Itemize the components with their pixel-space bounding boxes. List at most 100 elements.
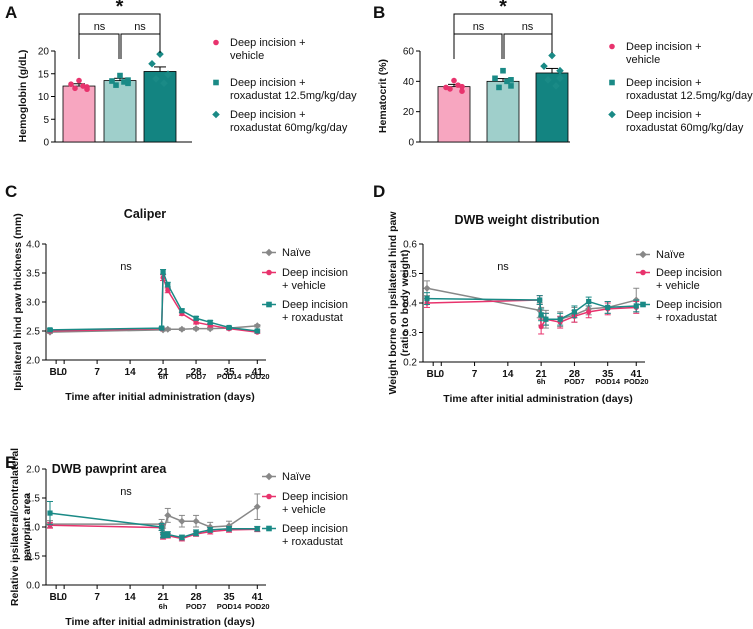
data-point xyxy=(47,327,53,333)
legend-label: Deep incision xyxy=(282,267,348,279)
data-point xyxy=(193,319,199,325)
legend-label: Deep incision + xyxy=(626,41,702,53)
data-point xyxy=(538,312,544,318)
y-tick-label: 1.0 xyxy=(26,523,40,534)
x-subtick-label: 6h xyxy=(159,602,168,611)
y-tick-label: 1.5 xyxy=(26,494,40,505)
data-point xyxy=(159,325,165,331)
data-point xyxy=(459,88,465,94)
data-point xyxy=(47,510,53,516)
data-point xyxy=(451,77,457,84)
y-tick-label: 10 xyxy=(38,92,50,103)
data-point xyxy=(156,50,164,58)
legend-label: Deep incision + xyxy=(626,109,702,121)
data-point xyxy=(164,511,172,519)
data-point xyxy=(254,328,260,334)
data-point xyxy=(164,325,172,333)
x-tick-label: 28 xyxy=(190,367,202,378)
x-tick-label: 41 xyxy=(631,369,643,380)
data-point xyxy=(556,74,564,83)
sig-bracket-left xyxy=(78,33,120,59)
data-point xyxy=(605,304,611,311)
data-point xyxy=(152,74,160,83)
x-subtick-label: 6h xyxy=(537,377,546,386)
y-tick-label: 60 xyxy=(403,47,415,58)
x-tick-label: 21 xyxy=(158,592,170,603)
y-tick-label: 20 xyxy=(38,47,50,58)
x-tick-label: BL xyxy=(49,592,62,603)
legend-marker xyxy=(608,110,616,119)
data-point xyxy=(492,75,498,82)
legend-marker xyxy=(213,79,219,86)
data-point xyxy=(160,532,166,538)
data-point xyxy=(556,66,564,75)
series-line xyxy=(49,277,258,333)
data-point xyxy=(557,316,563,322)
sig-bracket-left xyxy=(453,33,503,59)
chart-A: A 0 5 10 15 20 Hemoglobin (g/dL) * ns ns Deep inci… xyxy=(5,0,357,149)
x-tick-label: 0 xyxy=(61,367,67,378)
chart-B: B 0 20 40 60 Hematocrit (%) * ns ns Deep incision… xyxy=(373,0,753,149)
data-point xyxy=(543,316,549,322)
data-point xyxy=(179,308,185,314)
legend-label: vehicle xyxy=(626,54,660,66)
y-tick-label: 2.5 xyxy=(26,327,40,338)
data-point xyxy=(109,78,115,84)
data-point xyxy=(544,76,552,84)
legend-marker xyxy=(609,43,615,50)
data-point xyxy=(164,70,172,79)
y-axis-title: pawprint area xyxy=(21,493,33,561)
data-point xyxy=(72,85,78,92)
x-tick-label: 7 xyxy=(94,367,100,378)
y-tick-label: 0.4 xyxy=(403,299,417,310)
data-point xyxy=(571,309,578,315)
x-tick-label: 14 xyxy=(502,369,514,380)
y-axis-title: Ipsilateral hind paw thickness (mm) xyxy=(12,213,24,390)
x-tick-label: 28 xyxy=(190,592,202,603)
data-point xyxy=(226,324,232,331)
legend-marker xyxy=(266,525,272,532)
sig-bracket-right xyxy=(120,33,161,59)
legend-label: + roxadustat xyxy=(282,536,343,548)
x-tick-label: BL xyxy=(49,367,62,378)
data-point xyxy=(192,325,200,333)
data-point xyxy=(586,298,592,305)
data-point xyxy=(500,67,506,74)
legend-label: Deep incision xyxy=(282,299,348,311)
y-axis-title: Hemoglobin (g/dL) xyxy=(17,50,29,143)
sig-ns-right: ns xyxy=(134,21,146,33)
data-point xyxy=(76,77,82,84)
bar-0 xyxy=(62,85,96,143)
legend-label: + roxadustat xyxy=(282,312,343,324)
x-subtick-label: 6h xyxy=(159,372,168,381)
data-point xyxy=(121,79,127,85)
bar-0 xyxy=(437,86,471,143)
sig-ns: ns xyxy=(120,486,132,498)
data-point xyxy=(254,526,260,532)
x-axis-title: Time after initial administration (days) xyxy=(65,391,254,403)
data-point xyxy=(159,524,165,530)
data-point xyxy=(504,78,510,85)
sig-bracket-right xyxy=(503,33,553,59)
x-subtick-label: POD7 xyxy=(186,602,206,611)
data-point xyxy=(253,503,261,511)
sig-ns-left: ns xyxy=(473,21,485,33)
bar-2 xyxy=(143,71,177,143)
sig-star: * xyxy=(116,0,124,18)
data-point xyxy=(548,51,556,60)
panel-letter: D xyxy=(373,182,385,201)
bar-2 xyxy=(535,72,569,143)
data-point xyxy=(179,534,185,541)
y-tick-label: 0.5 xyxy=(403,269,417,280)
x-tick-label: 41 xyxy=(252,592,264,603)
chart-C: C Caliper 2.0 2.5 3.0 3.5 4.0 BL0 7 14 21 28 35 41 6h P… xyxy=(5,182,348,403)
x-tick-label: 35 xyxy=(602,369,614,380)
legend-label: + roxadustat xyxy=(656,312,717,324)
x-tick-label: 35 xyxy=(223,592,235,603)
y-tick-label: 0.5 xyxy=(26,552,40,563)
y-tick-label: 0 xyxy=(43,138,49,149)
x-tick-label: 21 xyxy=(158,367,170,378)
x-axis-title: Time after initial administration (days) xyxy=(443,393,632,405)
data-point xyxy=(496,84,502,91)
